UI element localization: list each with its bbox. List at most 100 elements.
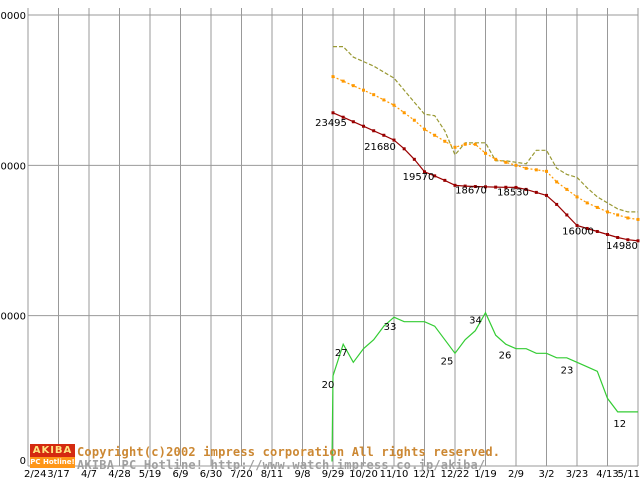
average-price-marker <box>402 111 406 115</box>
x-axis-label: 4/28 <box>108 469 130 480</box>
x-axis-label: 5/11 <box>618 469 640 480</box>
y-axis-label: 30000 <box>0 11 26 22</box>
lowest-price-marker <box>575 223 579 227</box>
x-axis-label: 4/7 <box>81 469 97 480</box>
lowest-price-marker <box>636 239 640 243</box>
average-price-marker <box>534 168 538 172</box>
x-axis-label: 9/29 <box>322 469 344 480</box>
lowest-price-marker <box>341 115 345 119</box>
average-price-marker <box>392 103 396 107</box>
average-price-marker <box>433 133 437 137</box>
lowest-price-marker <box>504 185 508 189</box>
average-price-marker <box>351 84 355 88</box>
lowest-price-marker <box>372 129 376 133</box>
x-axis-label: 11/10 <box>380 469 409 480</box>
average-price-marker <box>443 139 447 143</box>
data-label: 27 <box>335 348 348 359</box>
average-price-marker <box>463 142 467 146</box>
y-axis-label: 20000 <box>0 161 26 172</box>
y-axis-label: 0 <box>20 456 26 467</box>
lowest-price-marker <box>433 174 437 178</box>
average-price-marker <box>382 98 386 102</box>
lowest-price-marker <box>402 147 406 151</box>
lowest-price-marker <box>443 178 447 182</box>
average-price-marker <box>331 75 335 79</box>
lowest-price-marker <box>423 170 426 174</box>
x-axis-label: 12/22 <box>441 469 470 480</box>
average-price-marker <box>504 160 508 164</box>
data-label: 21680 <box>364 142 396 153</box>
lowest-price-marker <box>534 190 538 194</box>
average-price-marker <box>606 210 609 214</box>
average-price-marker <box>636 217 640 221</box>
lowest-price-marker <box>524 187 528 191</box>
x-axis-label: 2/24 <box>24 469 46 480</box>
data-label: 34 <box>469 316 482 327</box>
lowest-price-marker <box>545 193 548 197</box>
x-axis-label: 5/19 <box>139 469 161 480</box>
average-price-marker <box>616 213 620 217</box>
data-label: 23 <box>561 365 574 376</box>
average-price-marker <box>545 169 548 173</box>
y-axis-label: 10000 <box>0 312 26 323</box>
x-axis-label: 8/11 <box>261 469 283 480</box>
x-axis-label: 4/13 <box>596 469 618 480</box>
lowest-price-marker <box>555 202 559 206</box>
x-axis-label: 7/20 <box>230 469 252 480</box>
data-label: 19570 <box>403 172 435 183</box>
x-axis-label: 2/9 <box>508 469 524 480</box>
lowest-price-marker <box>565 213 569 217</box>
lowest-price-marker <box>412 157 416 161</box>
average-price-marker <box>423 127 426 131</box>
x-axis-label: 3/23 <box>566 469 588 480</box>
x-axis-label: 9/8 <box>294 469 310 480</box>
highest-price-line <box>333 45 638 213</box>
lowest-price-marker <box>473 185 477 189</box>
lowest-price-marker <box>585 226 589 230</box>
lowest-price-marker <box>463 184 467 188</box>
lowest-price-marker <box>595 229 599 233</box>
data-label: 12 <box>613 419 626 430</box>
lowest-price-marker <box>626 238 630 242</box>
lowest-price-marker <box>616 235 620 239</box>
average-price-marker <box>412 118 416 122</box>
data-label: 18530 <box>497 187 529 198</box>
lowest-price-marker <box>514 185 518 189</box>
average-price-marker <box>575 195 579 199</box>
lowest-price-marker <box>606 232 609 236</box>
average-price-marker <box>453 145 457 149</box>
x-axis-label: 6/30 <box>200 469 222 480</box>
data-label: 20 <box>322 380 335 391</box>
x-axis-label: 6/9 <box>172 469 188 480</box>
data-label: 23495 <box>315 118 347 129</box>
lowest-price-marker <box>392 138 396 142</box>
lowest-price-marker <box>351 120 355 124</box>
data-label: 33 <box>384 322 397 333</box>
average-price-marker <box>524 166 528 170</box>
data-label: 26 <box>499 351 512 362</box>
average-price-marker <box>494 157 498 161</box>
average-price-marker <box>514 163 518 167</box>
x-axis-label: 12/1 <box>413 469 435 480</box>
lowest-price-marker <box>331 111 335 115</box>
average-price-marker <box>473 142 477 146</box>
data-label: 16000 <box>562 227 594 238</box>
average-price-marker <box>362 88 365 92</box>
average-price-marker <box>626 216 630 220</box>
lowest-price-marker <box>494 185 498 189</box>
x-axis-label: 10/20 <box>349 469 378 480</box>
average-price-marker <box>484 151 487 155</box>
lowest-price-marker <box>453 183 457 187</box>
lowest-price-marker <box>382 133 386 137</box>
x-axis-label: 3/17 <box>47 469 69 480</box>
x-axis-label: 3/2 <box>538 469 554 480</box>
average-price-marker <box>555 180 559 184</box>
lowest-price-marker <box>362 124 365 128</box>
average-price-marker <box>565 187 569 191</box>
average-price-marker <box>341 79 345 83</box>
x-axis-label: 1/19 <box>474 469 496 480</box>
shop-count-line <box>331 311 638 462</box>
data-label: 18670 <box>455 185 487 196</box>
average-price-marker <box>372 93 376 97</box>
